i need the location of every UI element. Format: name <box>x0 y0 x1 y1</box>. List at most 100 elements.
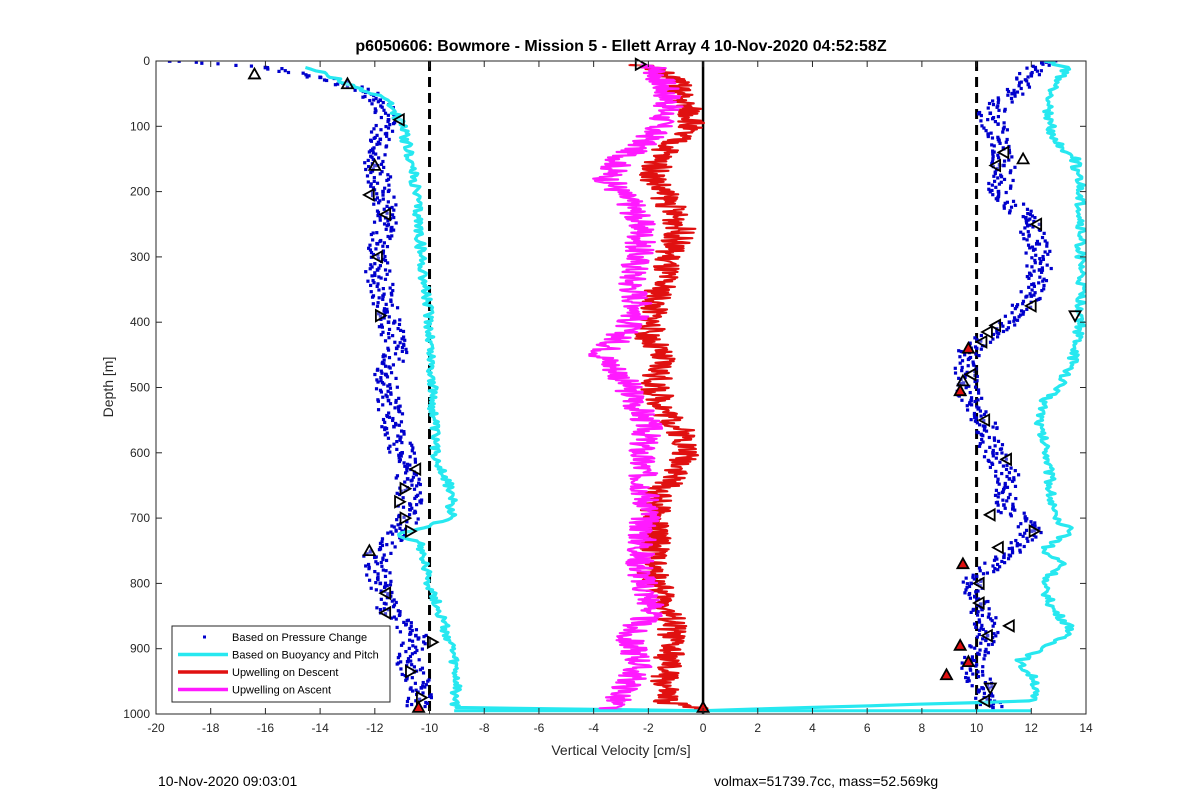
based-on-pressure-change-point <box>1008 554 1013 558</box>
triangle-right-marker <box>405 524 418 539</box>
based-on-pressure-change-point <box>974 625 978 630</box>
based-on-pressure-change-point <box>390 524 394 528</box>
based-on-pressure-change-point <box>415 503 419 507</box>
based-on-pressure-change-point <box>379 162 384 166</box>
based-on-pressure-change-point <box>411 644 415 648</box>
based-on-pressure-change-point <box>1030 282 1034 287</box>
based-on-pressure-change-point <box>388 236 392 241</box>
based-on-pressure-change-point <box>383 372 388 377</box>
triangle-left-marker <box>1029 217 1043 232</box>
based-on-pressure-change-point <box>1010 479 1015 483</box>
based-on-pressure-change-point <box>1025 264 1029 268</box>
based-on-pressure-change-point <box>383 153 387 157</box>
based-on-pressure-change-point <box>416 637 420 641</box>
based-on-pressure-change-point <box>387 336 391 340</box>
based-on-pressure-change-point <box>1029 305 1033 309</box>
based-on-pressure-change-point <box>367 246 371 250</box>
based-on-pressure-change-point <box>984 410 988 414</box>
x-tick-label: -14 <box>311 721 329 735</box>
based-on-pressure-change-point <box>399 420 404 424</box>
based-on-pressure-change-point <box>370 274 374 278</box>
y-tick-label: 100 <box>130 119 150 133</box>
based-on-pressure-change-point <box>976 407 980 411</box>
based-on-pressure-change-point <box>368 283 373 288</box>
based-on-pressure-change-point <box>403 488 407 493</box>
based-on-pressure-change-point <box>992 558 997 562</box>
based-on-pressure-change-point <box>399 429 404 433</box>
based-on-pressure-change-point <box>1018 532 1022 537</box>
based-on-pressure-change-point <box>1047 63 1051 67</box>
based-on-pressure-change-point <box>1037 268 1042 272</box>
based-on-pressure-change-point <box>421 691 425 695</box>
based-on-pressure-change-point <box>975 379 979 383</box>
based-on-pressure-change-point <box>386 189 390 194</box>
based-on-pressure-change-point <box>386 200 390 204</box>
based-on-pressure-change-point <box>408 654 413 659</box>
based-on-pressure-change-point <box>378 581 383 586</box>
based-on-pressure-change-point <box>414 521 418 525</box>
based-on-pressure-change-point <box>993 172 997 176</box>
based-on-pressure-change-point <box>1000 451 1004 455</box>
based-on-pressure-change-point <box>1032 219 1036 224</box>
based-on-pressure-change-point <box>397 459 402 464</box>
based-on-pressure-change-point <box>396 344 400 348</box>
based-on-pressure-change-point <box>369 170 373 175</box>
based-on-pressure-change-point <box>992 144 996 148</box>
based-on-pressure-change-point <box>378 98 383 102</box>
based-on-pressure-change-point <box>390 293 394 297</box>
based-on-pressure-change-point <box>394 400 398 404</box>
based-on-pressure-change-point <box>370 295 375 299</box>
based-on-pressure-change-point <box>387 415 392 419</box>
based-on-pressure-change-point <box>1011 502 1015 506</box>
based-on-pressure-change-point <box>382 601 386 605</box>
triangle-up-marker <box>1016 151 1031 165</box>
based-on-pressure-change-point <box>979 626 983 630</box>
based-on-pressure-change-point <box>992 150 996 154</box>
based-on-pressure-change-point <box>369 290 373 294</box>
based-on-pressure-change-point <box>1039 259 1043 264</box>
based-on-pressure-change-point <box>999 511 1003 515</box>
based-on-pressure-change-point <box>367 567 371 571</box>
based-on-pressure-change-point <box>388 269 392 273</box>
based-on-pressure-change-point <box>1027 85 1032 89</box>
based-on-pressure-change-point <box>1042 283 1046 288</box>
based-on-pressure-change-point <box>373 273 377 278</box>
based-on-pressure-change-point <box>397 453 401 457</box>
based-on-pressure-change-point <box>992 570 996 574</box>
y-tick-label: 700 <box>130 511 150 525</box>
based-on-pressure-change-point <box>976 690 980 694</box>
based-on-pressure-change-point <box>1024 251 1028 255</box>
based-on-pressure-change-point <box>417 481 421 485</box>
based-on-pressure-change-point <box>1026 539 1030 543</box>
x-tick-label: 10 <box>970 721 984 735</box>
based-on-pressure-change-point <box>1005 200 1009 204</box>
based-on-pressure-change-point <box>381 197 385 201</box>
based-on-pressure-change-point <box>410 449 414 453</box>
based-on-pressure-change-point <box>381 294 385 298</box>
x-tick-label: -20 <box>147 721 165 735</box>
based-on-pressure-change-point <box>408 508 412 512</box>
based-on-pressure-change-point <box>991 564 995 568</box>
based-on-pressure-change-point <box>375 378 379 382</box>
based-on-pressure-change-point <box>399 667 403 671</box>
based-on-pressure-change-point <box>1012 476 1016 480</box>
based-on-pressure-change-point <box>401 335 406 339</box>
based-on-pressure-change-point <box>376 380 380 384</box>
based-on-pressure-change-point <box>976 582 980 587</box>
based-on-pressure-change-point <box>410 676 414 680</box>
based-on-pressure-change-point <box>975 338 979 342</box>
based-on-pressure-change-point <box>412 665 417 669</box>
based-on-pressure-change-point <box>989 131 993 135</box>
based-on-pressure-change-point <box>394 346 399 351</box>
based-on-pressure-change-point <box>982 424 987 429</box>
based-on-pressure-change-point <box>1054 61 1058 63</box>
based-on-pressure-change-point <box>374 123 378 128</box>
based-on-pressure-change-point <box>394 476 398 480</box>
based-on-pressure-change-point <box>1037 242 1042 246</box>
based-on-pressure-change-point <box>386 346 390 350</box>
based-on-pressure-change-point <box>367 578 372 582</box>
based-on-pressure-change-point <box>1006 326 1011 330</box>
based-on-pressure-change-point <box>387 356 392 360</box>
based-on-pressure-change-point <box>383 186 387 190</box>
based-on-pressure-change-point <box>377 275 381 279</box>
